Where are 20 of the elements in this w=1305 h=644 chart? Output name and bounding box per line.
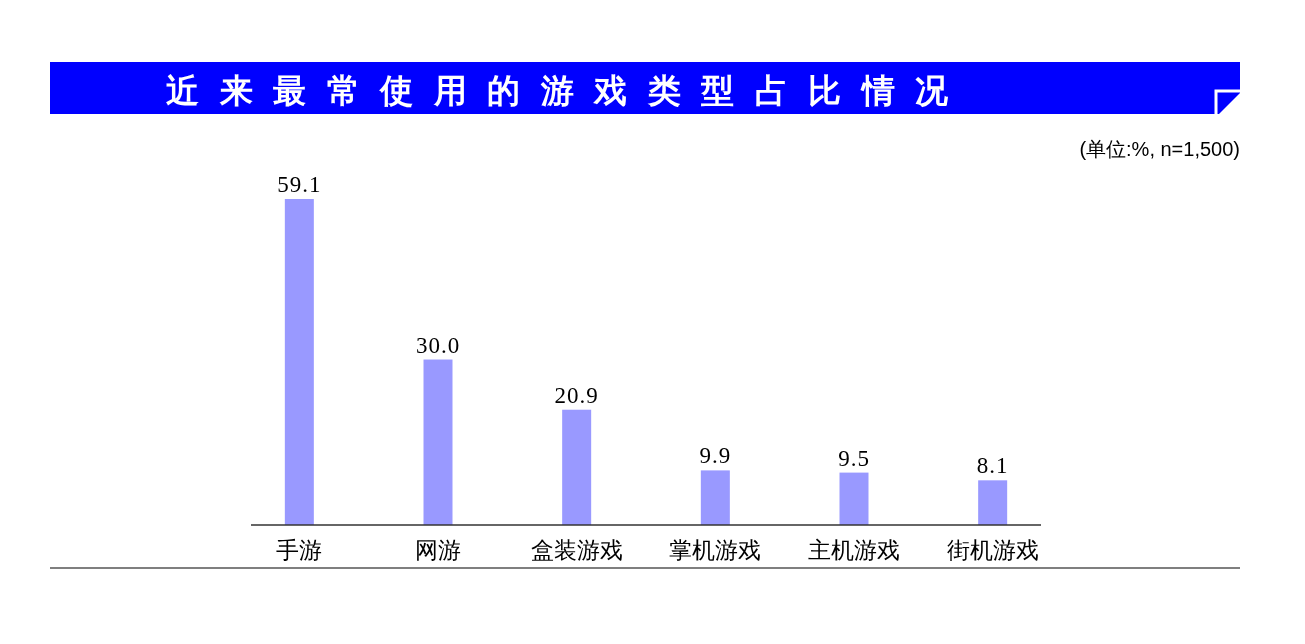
x-tick-label: 盒装游戏 [530,537,623,563]
bar [423,359,453,525]
x-tick-label: 街机游戏 [946,537,1039,563]
x-tick-label: 手游 [276,537,323,563]
data-label: 9.9 [699,443,732,469]
x-tick-label: 网游 [415,537,461,563]
bar [284,199,314,525]
data-label: 30.0 [415,332,461,358]
data-label: 9.5 [838,445,870,471]
data-label: 8.1 [976,453,1009,479]
bar [562,409,592,525]
data-label: 20.9 [554,382,599,408]
bar [839,472,869,525]
x-tick-label: 掌机游戏 [669,537,762,563]
x-tick-label: 主机游戏 [808,537,900,563]
data-label: 59.1 [277,172,322,197]
text: (单位:%, n=1,500) [1079,138,1240,160]
bar [978,480,1008,525]
bar [700,470,730,525]
chart-title: 近来最常使用的游戏类型占比情况 [166,72,969,109]
